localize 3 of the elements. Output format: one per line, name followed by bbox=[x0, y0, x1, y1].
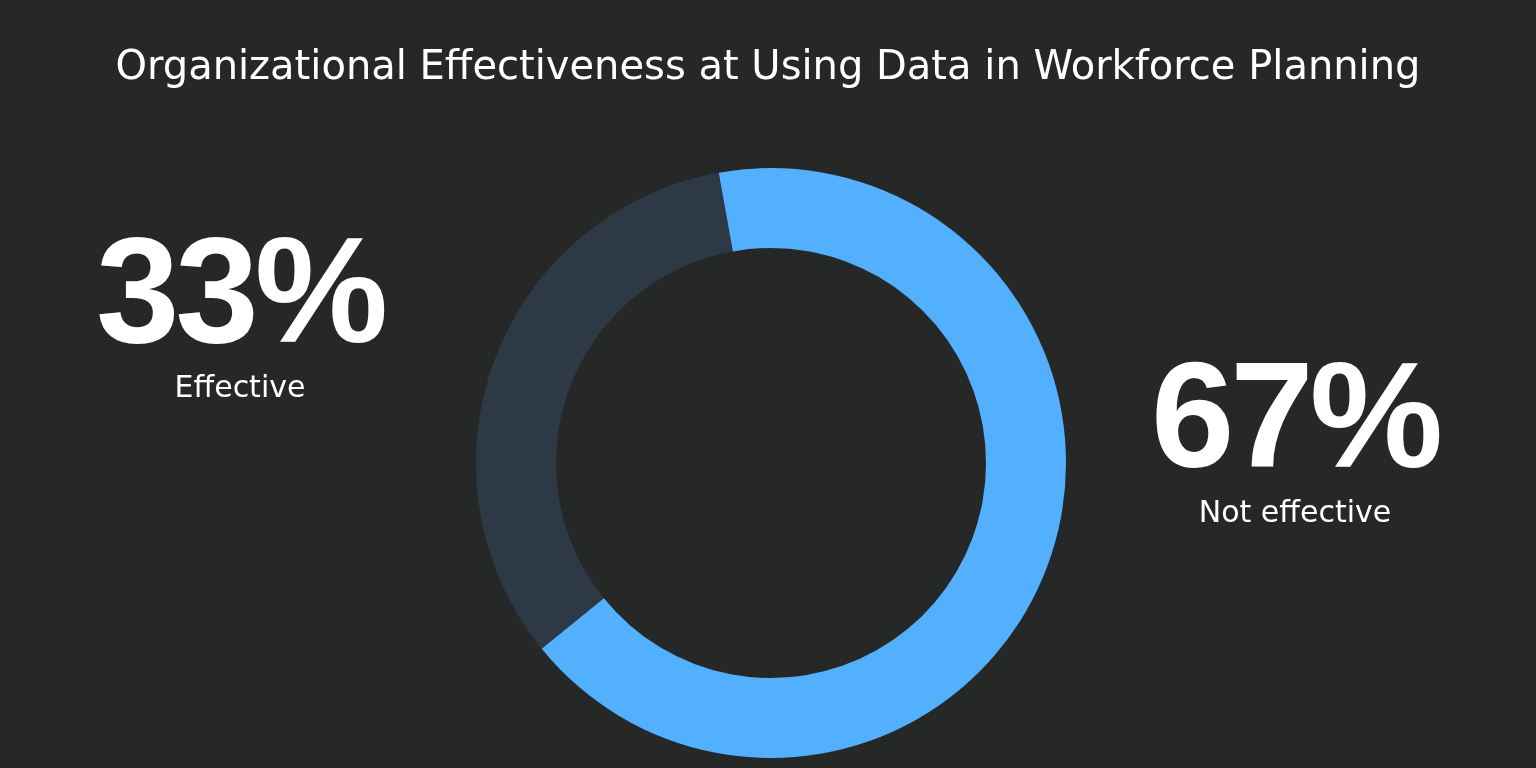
donut-slice bbox=[541, 168, 1066, 758]
donut-slice bbox=[476, 172, 733, 649]
chart-title: Organizational Effectiveness at Using Data in Workforce Planning bbox=[114, 42, 1422, 88]
